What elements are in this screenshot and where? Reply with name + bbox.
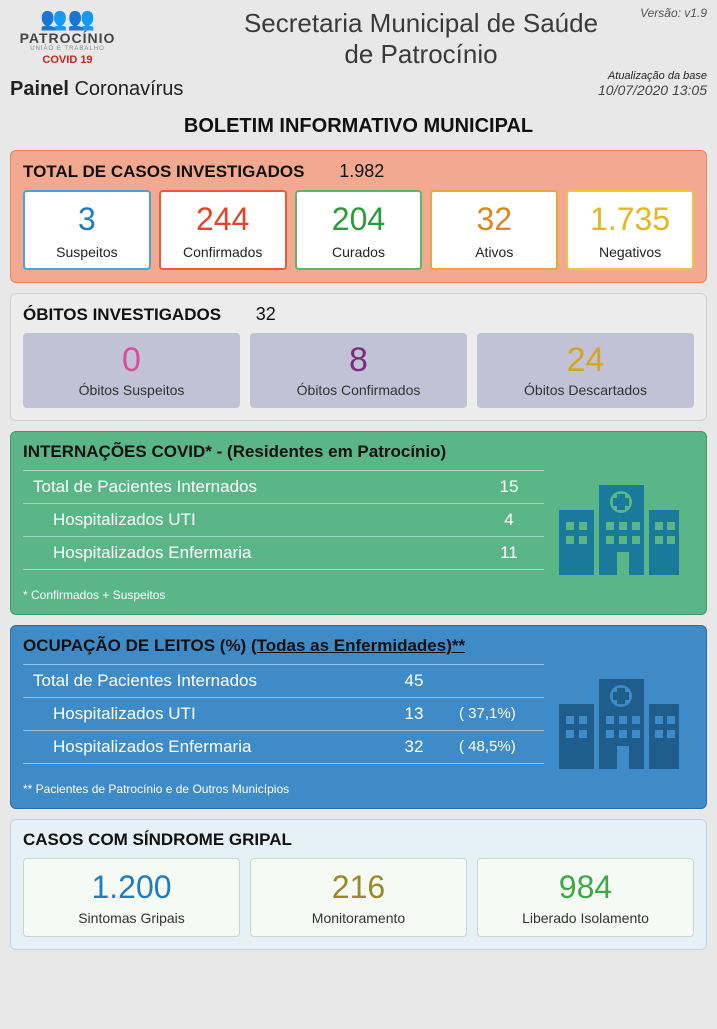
ocupacao-footnote: ** Pacientes de Patrocínio e de Outros M… — [23, 782, 694, 796]
card-suspeitos-label: Suspeitos — [29, 244, 145, 260]
monitoramento-value: 216 — [255, 869, 462, 906]
obitos-descartados-value: 24 — [481, 341, 690, 380]
row-value: 15 — [474, 470, 544, 503]
row-pct: ( 37,1%) — [449, 697, 544, 730]
total-casos-label: TOTAL DE CASOS INVESTIGADOS — [23, 162, 304, 181]
sintomas-label: Sintomas Gripais — [28, 910, 235, 926]
card-curados: 204 Curados — [295, 190, 423, 269]
internacoes-title-main: INTERNAÇÕES COVID* - — [23, 442, 227, 461]
row-label: Total de Pacientes Internados — [23, 664, 379, 697]
obitos-suspeitos-label: Óbitos Suspeitos — [27, 382, 236, 398]
card-negativos-label: Negativos — [572, 244, 688, 260]
panel-title: Painel Coronavírus — [10, 78, 183, 101]
row-pct: ( 48,5%) — [449, 730, 544, 763]
card-negativos: 1.735 Negativos — [566, 190, 694, 269]
panel-internacoes: INTERNAÇÕES COVID* - (Residentes em Patr… — [10, 431, 707, 615]
card-suspeitos-value: 3 — [29, 202, 145, 237]
row-value: 13 — [379, 697, 449, 730]
bulletin-title: BOLETIM INFORMATIVO MUNICIPAL — [0, 107, 717, 150]
obitos-confirmados-value: 8 — [254, 341, 463, 380]
logo-covid-tag: COVID 19 — [10, 54, 125, 66]
card-curados-label: Curados — [301, 244, 417, 260]
row-value: 45 — [379, 664, 449, 697]
obitos-count: 32 — [256, 304, 276, 324]
row-label: Hospitalizados UTI — [23, 503, 474, 536]
internacoes-table: Total de Pacientes Internados 15 Hospita… — [23, 470, 544, 580]
row-label: Hospitalizados UTI — [23, 697, 379, 730]
panel-total-casos: TOTAL DE CASOS INVESTIGADOS 1.982 3 Susp… — [10, 150, 707, 282]
update-label: Atualização da base — [608, 70, 707, 82]
ocupacao-title: OCUPAÇÃO DE LEITOS (%) (Todas as Enfermi… — [23, 636, 694, 656]
obitos-suspeitos-value: 0 — [27, 341, 236, 380]
row-label: Hospitalizados Enfermaria — [23, 730, 379, 763]
table-row: Hospitalizados Enfermaria 32 ( 48,5%) — [23, 730, 544, 763]
hospital-icon — [544, 470, 694, 580]
panel-obitos: ÓBITOS INVESTIGADOS 32 0 Óbitos Suspeito… — [10, 293, 707, 421]
card-confirmados-value: 244 — [165, 202, 281, 237]
page-title-line1: Secretaria Municipal de Saúde — [135, 8, 707, 39]
liberado-label: Liberado Isolamento — [482, 910, 689, 926]
obitos-descartados-label: Óbitos Descartados — [481, 382, 690, 398]
card-ativos-value: 32 — [436, 202, 552, 237]
card-negativos-value: 1.735 — [572, 202, 688, 237]
timestamp: 10/07/2020 13:05 — [598, 82, 707, 98]
card-confirmados: 244 Confirmados — [159, 190, 287, 269]
logo-subtitle: UNIÃO E TRABALHO — [10, 46, 125, 52]
internacoes-footnote: * Confirmados + Suspeitos — [23, 588, 694, 602]
sintomas-value: 1.200 — [28, 869, 235, 906]
logo-icon: 👥👥 — [10, 8, 125, 30]
total-casos-count: 1.982 — [339, 161, 384, 181]
panel-title-bold: Painel — [10, 78, 69, 100]
row-value: 11 — [474, 536, 544, 569]
card-sintomas-gripais: 1.200 Sintomas Gripais — [23, 858, 240, 937]
card-ativos: 32 Ativos — [430, 190, 558, 269]
obitos-confirmados-label: Óbitos Confirmados — [254, 382, 463, 398]
internacoes-title: INTERNAÇÕES COVID* - (Residentes em Patr… — [23, 442, 694, 462]
panel-title-rest: Coronavírus — [69, 78, 184, 100]
table-row: Total de Pacientes Internados 15 — [23, 470, 544, 503]
liberado-value: 984 — [482, 869, 689, 906]
card-ativos-label: Ativos — [436, 244, 552, 260]
card-obitos-confirmados: 8 Óbitos Confirmados — [250, 333, 467, 408]
table-row: Hospitalizados Enfermaria 11 — [23, 536, 544, 569]
card-liberado: 984 Liberado Isolamento — [477, 858, 694, 937]
logo: 👥👥 PATROCÍNIO UNIÃO E TRABALHO COVID 19 — [10, 8, 125, 66]
header: 👥👥 PATROCÍNIO UNIÃO E TRABALHO COVID 19 … — [0, 0, 717, 74]
table-row: Hospitalizados UTI 4 — [23, 503, 544, 536]
monitoramento-label: Monitoramento — [255, 910, 462, 926]
card-suspeitos: 3 Suspeitos — [23, 190, 151, 269]
card-obitos-descartados: 24 Óbitos Descartados — [477, 333, 694, 408]
table-row: Hospitalizados UTI 13 ( 37,1%) — [23, 697, 544, 730]
card-monitoramento: 216 Monitoramento — [250, 858, 467, 937]
obitos-label: ÓBITOS INVESTIGADOS — [23, 305, 221, 324]
page-title-line2: de Patrocínio — [135, 39, 707, 70]
ocupacao-table: Total de Pacientes Internados 45 Hospita… — [23, 664, 544, 774]
panel-ocupacao: OCUPAÇÃO DE LEITOS (%) (Todas as Enfermi… — [10, 625, 707, 809]
ocupacao-title-paren: (Todas as Enfermidades)** — [251, 636, 465, 655]
version-label: Versão: v1.9 — [640, 6, 707, 20]
ocupacao-title-main: OCUPAÇÃO DE LEITOS (%) — [23, 636, 251, 655]
hospital-icon — [544, 664, 694, 774]
card-obitos-suspeitos: 0 Óbitos Suspeitos — [23, 333, 240, 408]
row-pct — [449, 664, 544, 697]
total-casos-title: TOTAL DE CASOS INVESTIGADOS 1.982 — [23, 161, 694, 182]
row-label: Total de Pacientes Internados — [23, 470, 474, 503]
logo-name: PATROCÍNIO — [10, 30, 125, 46]
row-value: 4 — [474, 503, 544, 536]
gripal-title: CASOS COM SÍNDROME GRIPAL — [23, 830, 694, 850]
card-confirmados-label: Confirmados — [165, 244, 281, 260]
row-value: 32 — [379, 730, 449, 763]
table-row: Total de Pacientes Internados 45 — [23, 664, 544, 697]
internacoes-title-paren: (Residentes em Patrocínio) — [227, 442, 446, 461]
row-label: Hospitalizados Enfermaria — [23, 536, 474, 569]
panel-gripal: CASOS COM SÍNDROME GRIPAL 1.200 Sintomas… — [10, 819, 707, 950]
obitos-title: ÓBITOS INVESTIGADOS 32 — [23, 304, 694, 325]
card-curados-value: 204 — [301, 202, 417, 237]
